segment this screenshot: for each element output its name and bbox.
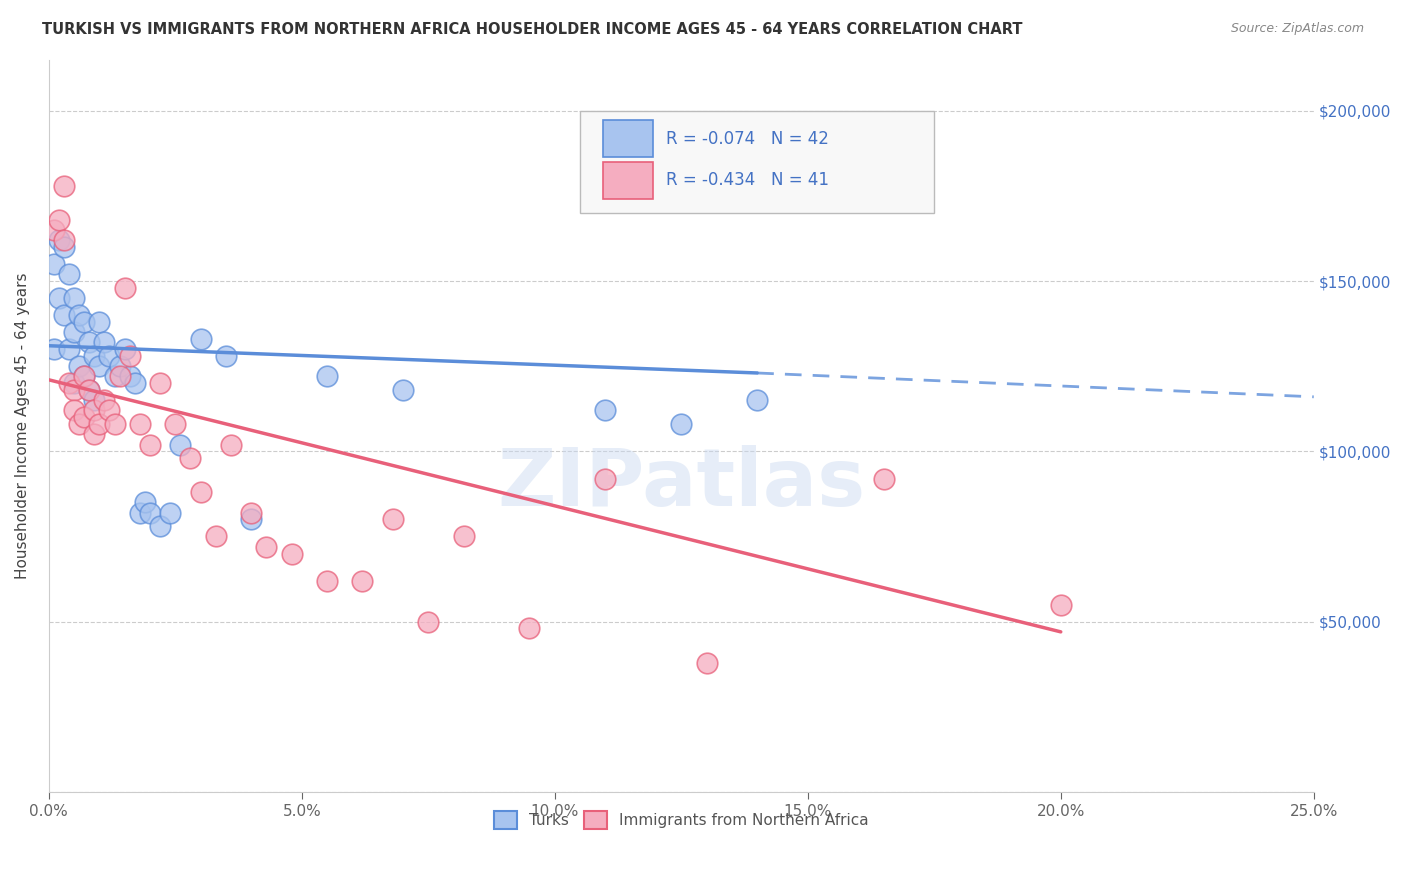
Point [114, 342, 136, 356]
Point [83, 393, 105, 408]
Point [418, 615, 440, 629]
Point [118, 369, 141, 384]
Point [48, 291, 70, 305]
Point [124, 376, 146, 391]
Point [63, 291, 86, 305]
Point [316, 369, 339, 384]
Point [83, 403, 105, 417]
Point [73, 410, 96, 425]
Point [77, 383, 100, 397]
Point [280, 547, 302, 561]
Point [108, 369, 131, 384]
Point [519, 622, 541, 636]
Point [103, 369, 125, 384]
Point [103, 417, 125, 431]
Point [63, 403, 86, 417]
Point [98, 403, 121, 417]
Point [392, 383, 415, 397]
Text: Source: ZipAtlas.com: Source: ZipAtlas.com [1230, 22, 1364, 36]
Point [453, 529, 475, 543]
Y-axis label: Householder Income Ages 45 - 64 years: Householder Income Ages 45 - 64 years [15, 273, 30, 579]
Point [89, 417, 111, 431]
Point [747, 393, 769, 408]
FancyBboxPatch shape [581, 111, 934, 213]
Point [134, 495, 156, 509]
Point [73, 315, 96, 329]
Point [63, 383, 86, 397]
Point [58, 376, 80, 391]
Text: R = -0.074   N = 42: R = -0.074 N = 42 [666, 129, 830, 148]
Point [381, 512, 404, 526]
Point [83, 349, 105, 363]
Point [316, 574, 339, 588]
Text: R = -0.434   N = 41: R = -0.434 N = 41 [666, 171, 830, 189]
Point [240, 512, 263, 526]
Point [240, 506, 263, 520]
Point [42, 223, 65, 237]
Point [83, 427, 105, 442]
Point [219, 437, 242, 451]
Point [352, 574, 374, 588]
Point [190, 332, 212, 346]
Point [67, 359, 90, 374]
Point [77, 335, 100, 350]
Point [128, 417, 150, 431]
Point [67, 308, 90, 322]
Point [89, 359, 111, 374]
Point [139, 506, 162, 520]
Point [73, 369, 96, 384]
Point [48, 212, 70, 227]
Point [149, 519, 172, 533]
Point [204, 529, 226, 543]
Point [52, 178, 75, 193]
Point [42, 342, 65, 356]
Point [48, 233, 70, 247]
Point [671, 417, 693, 431]
Legend: Turks, Immigrants from Northern Africa: Turks, Immigrants from Northern Africa [488, 805, 875, 836]
Point [1049, 598, 1071, 612]
Bar [603, 162, 654, 199]
Point [63, 376, 86, 391]
Point [73, 369, 96, 384]
Point [872, 472, 894, 486]
Point [128, 506, 150, 520]
Point [118, 349, 141, 363]
Point [89, 315, 111, 329]
Point [98, 349, 121, 363]
Bar [603, 120, 654, 157]
Point [159, 506, 181, 520]
Point [67, 417, 90, 431]
Point [215, 349, 238, 363]
Text: TURKISH VS IMMIGRANTS FROM NORTHERN AFRICA HOUSEHOLDER INCOME AGES 45 - 64 YEARS: TURKISH VS IMMIGRANTS FROM NORTHERN AFRI… [42, 22, 1022, 37]
Point [169, 437, 191, 451]
Point [696, 656, 718, 670]
Point [93, 393, 115, 408]
Point [63, 325, 86, 339]
Point [108, 359, 131, 374]
Point [52, 233, 75, 247]
Point [595, 472, 617, 486]
Point [52, 308, 75, 322]
Point [139, 437, 162, 451]
Point [58, 342, 80, 356]
Point [42, 257, 65, 271]
Point [58, 267, 80, 281]
Point [149, 376, 172, 391]
Point [52, 240, 75, 254]
Point [179, 451, 201, 466]
Point [595, 403, 617, 417]
Text: ZIPatlas: ZIPatlas [498, 445, 865, 524]
Point [93, 335, 115, 350]
Point [190, 485, 212, 500]
Point [254, 540, 277, 554]
Point [165, 417, 187, 431]
Point [77, 383, 100, 397]
Point [114, 281, 136, 295]
